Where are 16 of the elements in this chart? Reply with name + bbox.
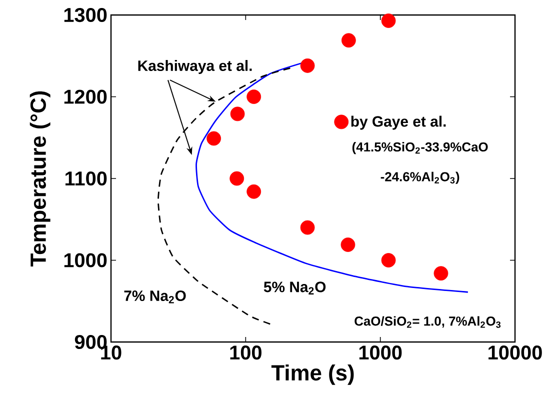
annotation: CaO/SiO$_{2}$= 1.0, 7%Al$_{2}$O$_{3}$ [354, 316, 501, 328]
x-tick-label: 100 [230, 346, 262, 360]
y-tick-label: 1000 [64, 253, 107, 268]
x-tick-label: 1000 [359, 346, 402, 360]
annotation: Kashiwaya et al. [138, 60, 252, 74]
annotation: (41.5%SiO$_{2}$-33.9%CaO [352, 142, 488, 154]
y-tick-label: 1200 [64, 90, 107, 104]
annotation: -24.6%Al$_{2}$O$_{3}$) [380, 172, 460, 184]
y-axis-title: Temperature (°C) [30, 91, 50, 266]
x-axis-title: Time (s) [271, 364, 354, 385]
legend-label: by Gaye et al. [351, 116, 446, 130]
y-tick-label: 1100 [66, 171, 107, 186]
series-label: 7% Na$_{2}$O [124, 290, 186, 304]
series-label: 5% Na$_{2}$O [264, 282, 326, 294]
y-tick-label: 1300 [64, 8, 107, 22]
x-tick-label: 10000 [488, 346, 542, 360]
